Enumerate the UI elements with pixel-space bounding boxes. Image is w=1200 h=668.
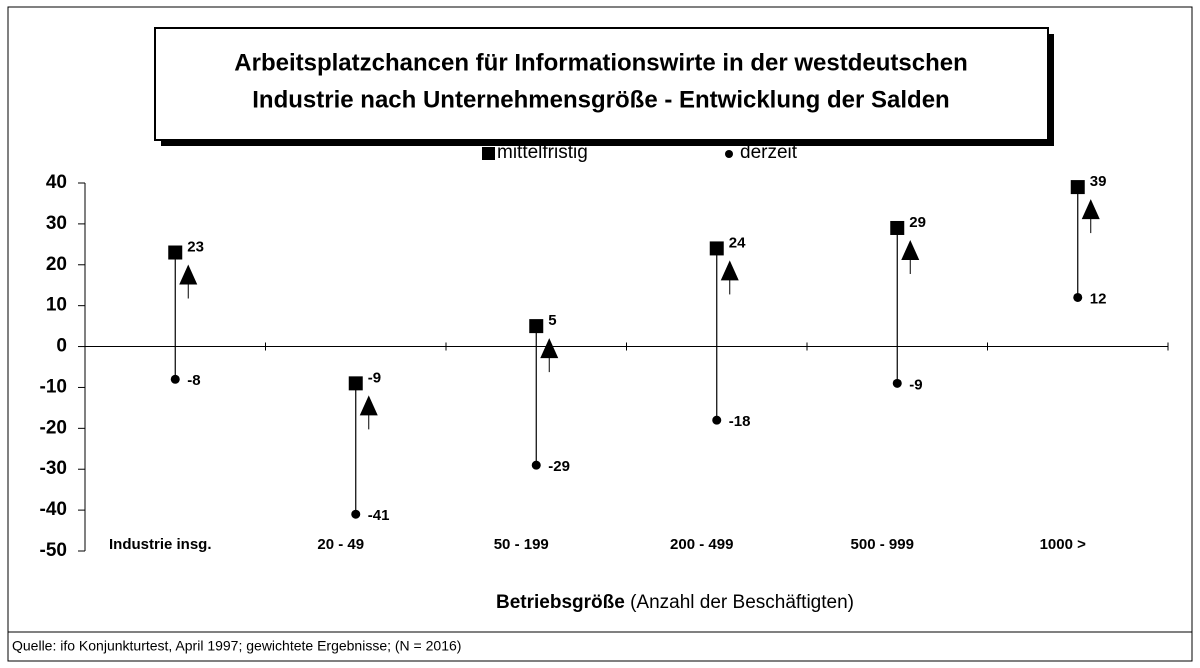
data-label: 24 bbox=[729, 234, 746, 251]
y-tick-label: -40 bbox=[40, 499, 67, 520]
y-tick-label: 30 bbox=[46, 213, 67, 234]
y-tick-label: 20 bbox=[46, 254, 67, 275]
arrow-head bbox=[901, 239, 920, 260]
data-label: -9 bbox=[909, 376, 922, 393]
marker-dot bbox=[1073, 292, 1083, 302]
data-label: 5 bbox=[548, 312, 556, 329]
data-label: -29 bbox=[548, 458, 570, 475]
data-label: 29 bbox=[909, 214, 926, 231]
y-tick-label: -30 bbox=[40, 458, 67, 479]
marker-square bbox=[168, 245, 183, 260]
marker-dot bbox=[351, 509, 361, 519]
arrow-head bbox=[179, 264, 198, 285]
arrow-head bbox=[540, 338, 559, 359]
marker-square bbox=[709, 241, 724, 256]
source: Quelle: ifo Konjunkturtest, April 1997; … bbox=[12, 638, 461, 654]
marker-square bbox=[1070, 180, 1085, 195]
x-tick-label: 200 - 499 bbox=[670, 536, 733, 553]
data-label: 39 bbox=[1090, 173, 1107, 190]
title-box bbox=[154, 27, 1049, 141]
marker-square bbox=[348, 376, 363, 391]
x-axis-title: Betriebsgröße bbox=[496, 592, 625, 613]
x-tick-label: 500 - 999 bbox=[851, 536, 914, 553]
data-label: -18 bbox=[729, 413, 751, 430]
y-tick-label: 10 bbox=[46, 295, 67, 316]
y-tick-label: 40 bbox=[46, 172, 67, 193]
x-tick-label: 20 - 49 bbox=[317, 536, 364, 553]
legend-dot bbox=[725, 150, 733, 158]
data-label: 12 bbox=[1090, 290, 1107, 307]
x-tick-label: 1000 > bbox=[1040, 536, 1087, 553]
marker-dot bbox=[892, 378, 902, 388]
marker-square bbox=[890, 220, 905, 235]
legend-label: derzeit bbox=[740, 142, 798, 163]
x-axis-note: (Anzahl der Beschäftigten) bbox=[630, 592, 854, 613]
data-label: 23 bbox=[187, 238, 204, 255]
chart-title: Industrie nach Unternehmensgröße - Entwi… bbox=[252, 86, 949, 113]
x-axis-label: Betriebsgröße (Anzahl der Beschäftigten) bbox=[496, 592, 854, 613]
x-tick-label: 50 - 199 bbox=[494, 536, 549, 553]
marker-dot bbox=[712, 415, 722, 425]
y-tick-label: -20 bbox=[40, 417, 67, 438]
x-tick-label: Industrie insg. bbox=[109, 536, 212, 553]
arrow-head bbox=[720, 260, 739, 281]
arrow-head bbox=[1081, 199, 1100, 220]
data-label: -41 bbox=[368, 507, 390, 524]
data-label: -9 bbox=[368, 369, 381, 386]
y-tick-label: 0 bbox=[56, 336, 67, 357]
y-tick-label: -10 bbox=[40, 376, 67, 397]
y-tick-label: -50 bbox=[40, 540, 67, 561]
marker-square bbox=[529, 319, 544, 334]
marker-dot bbox=[531, 460, 541, 470]
arrow-head bbox=[359, 395, 378, 416]
legend-label: mittelfristig bbox=[497, 142, 588, 163]
chart-title: Arbeitsplatzchancen für Informationswirt… bbox=[234, 49, 967, 76]
marker-dot bbox=[170, 374, 180, 384]
legend-square bbox=[482, 147, 495, 160]
data-label: -8 bbox=[187, 372, 200, 389]
